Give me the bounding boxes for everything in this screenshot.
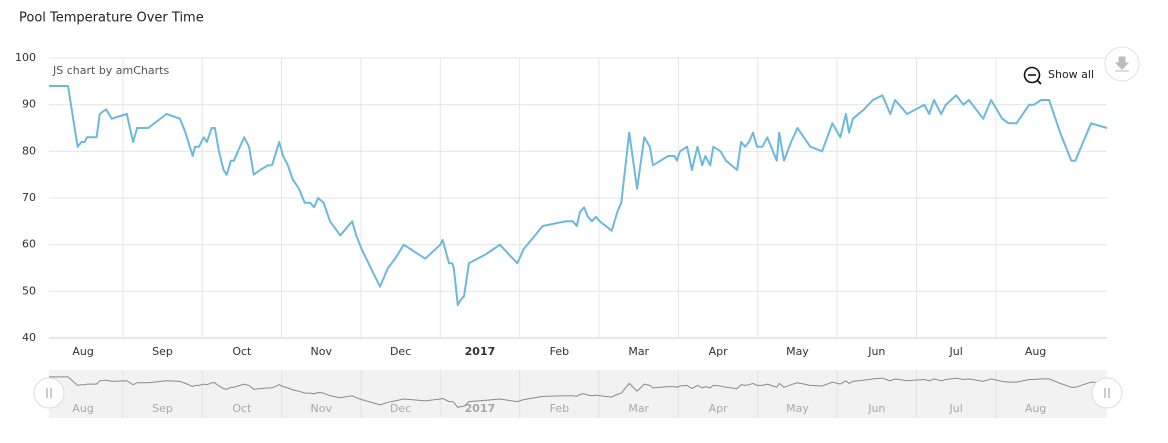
y-tick-label: 90 [22, 98, 36, 111]
x-tick-label: Feb [550, 345, 569, 358]
scroll-tick-label: Mar [628, 402, 649, 415]
x-tick-label: Aug [1025, 345, 1046, 358]
x-tick-label: Mar [628, 345, 649, 358]
x-tick-label: Aug [72, 345, 93, 358]
scroll-tick-label: Aug [1025, 402, 1046, 415]
scroll-tick-label: 2017 [465, 402, 496, 415]
x-tick-label: Nov [311, 345, 333, 358]
x-tick-label: Sep [152, 345, 173, 358]
x-tick-label: Oct [232, 345, 252, 358]
x-tick-label: Jul [949, 345, 963, 358]
y-tick-label: 80 [22, 144, 36, 157]
scroll-tick-label: Dec [390, 402, 411, 415]
scroll-grip-left[interactable] [33, 377, 65, 409]
scroll-tick-label: Nov [311, 402, 333, 415]
y-tick-label: 100 [15, 51, 36, 64]
x-tick-label: Apr [709, 345, 729, 358]
x-tick-label: Dec [390, 345, 411, 358]
scrollbar-preview: Aug Sep Oct Nov Dec 2017 Feb Mar Apr May Jun Jul Aug [49, 370, 1108, 418]
scroll-tick-label: Jul [949, 402, 963, 415]
y-tick-label: 60 [22, 238, 36, 251]
y-tick-label: 70 [22, 191, 36, 204]
credit[interactable]: JS chart by amCharts [52, 64, 169, 77]
scrollbar[interactable] [49, 370, 1107, 418]
x-tick-label: 2017 [465, 345, 496, 358]
scroll-tick-label: Feb [550, 402, 569, 415]
y-tick-label: 40 [22, 331, 36, 344]
scroll-tick-label: Oct [232, 402, 252, 415]
zoom-out-label[interactable]: Show all [1048, 68, 1094, 81]
export-button[interactable] [1104, 46, 1140, 82]
scroll-tick-label: Aug [72, 402, 93, 415]
zoom-out-button[interactable]: Show all [1023, 66, 1095, 85]
scroll-tick-label: Sep [152, 402, 173, 415]
chart-title: Pool Temperature Over Time [19, 11, 204, 26]
scroll-tick-label: Jun [867, 402, 885, 415]
scroll-tick-label: May [786, 402, 809, 415]
y-tick-label: 50 [22, 284, 36, 297]
scroll-preview-line [49, 376, 1108, 408]
x-tick-label: Jun [867, 345, 885, 358]
x-tick-label: May [786, 345, 809, 358]
plot-area: 40 50 60 70 80 90 100 Aug Sep Oct Nov Dec 2017 Feb Mar… [15, 51, 1108, 418]
data-line [49, 85, 1108, 307]
scroll-grip-right[interactable] [1091, 377, 1123, 409]
scroll-tick-label: Apr [709, 402, 729, 415]
